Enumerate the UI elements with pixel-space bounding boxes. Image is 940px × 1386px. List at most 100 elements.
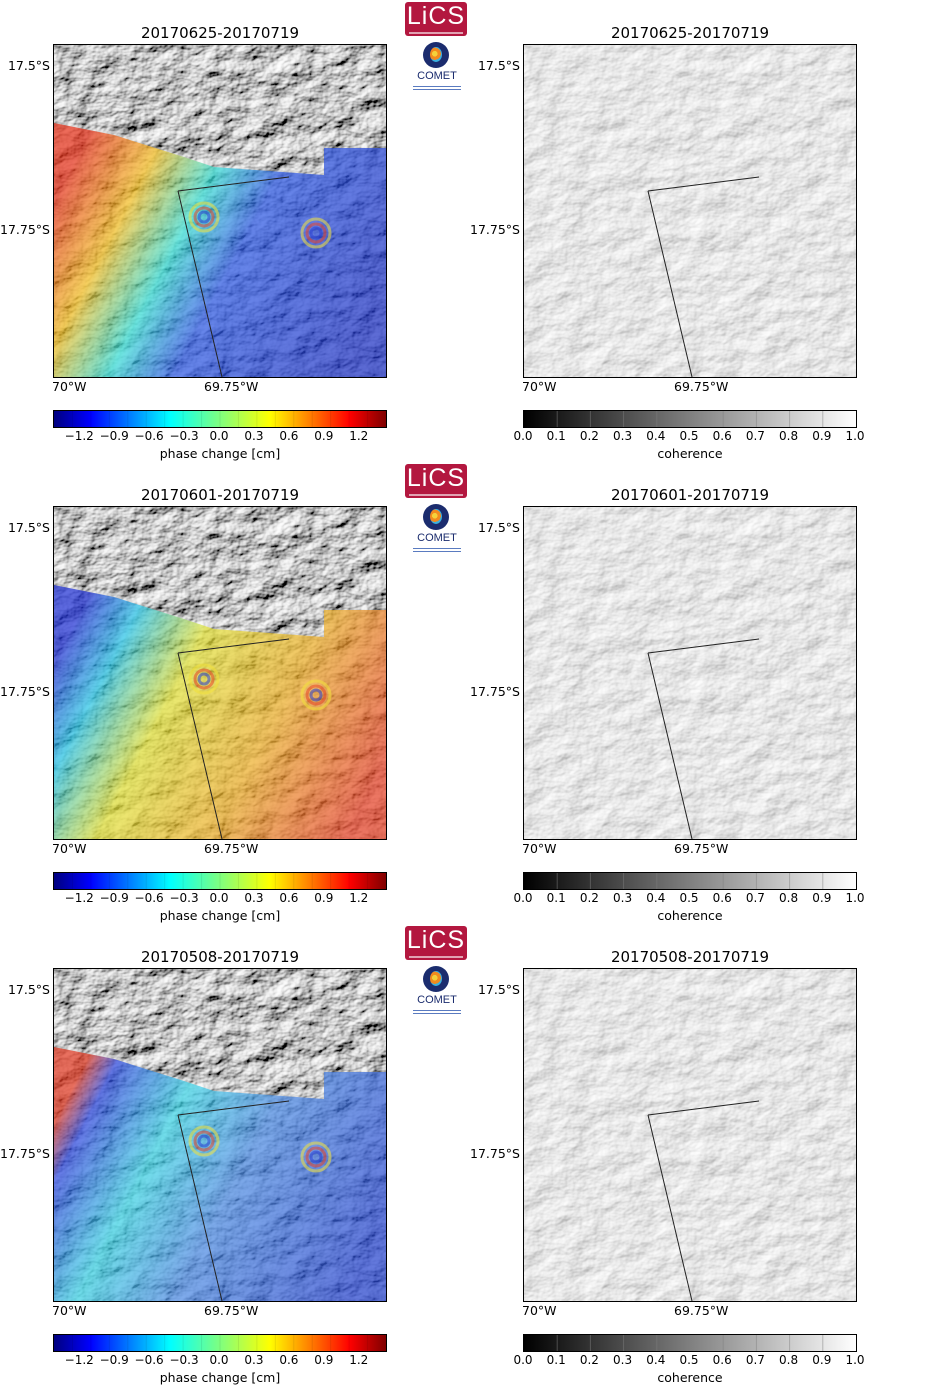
comet-strap [413,1013,461,1014]
lat-label: 17.75°S [470,1146,520,1161]
volcano-fringe [300,679,332,711]
phase-colorbar [53,872,387,890]
phase-overlay [54,123,386,377]
colorbar-tick: 0.6 [712,429,732,443]
colorbar-tick: 0.3 [244,1353,264,1367]
volcano-fringe [193,1130,215,1152]
phase-panel: 20170508-20170719 17.5°S 17.75°S 70°W 69.75°… [0,924,470,1386]
colorbar-tick: 0.3 [613,891,633,905]
coherence-colorbar [523,872,857,890]
comet-strap [413,551,461,552]
colorbar-tick: −1.2 [64,1353,94,1367]
coherence-map [523,44,857,378]
lat-label: 17.75°S [0,1146,50,1161]
phase-map [53,44,387,378]
coherence-map [523,506,857,840]
comet-logo: COMET [409,42,465,96]
colorbar-label: coherence [657,908,723,923]
lat-label: 17.75°S [0,684,50,699]
colorbar-tick: −0.3 [169,891,199,905]
colorbar-tick: 0.3 [244,429,264,443]
colorbar-tick: −0.3 [169,1353,199,1367]
volcano-fringe [309,1150,323,1164]
coherence-panel: 20170601-20170719 17.5°S 17.75°S 70°W 69.75°… [470,462,940,924]
coherence-colorbar [523,1334,857,1352]
lics-logo-text: LiCS [406,464,466,492]
lics-logo-strap [409,494,463,496]
comet-logo-text: COMET [417,532,457,544]
lics-logo: LiCS [405,926,467,960]
lat-label: 17.5°S [477,520,520,535]
lat-label: 17.75°S [470,222,520,237]
colorbar-tick: 0.1 [546,891,566,905]
fault-trace [177,190,223,377]
comet-logo-text: COMET [417,70,457,82]
colorbar-tick: 1.2 [349,891,369,905]
colorbar-tick: 0.9 [314,891,334,905]
shaded-relief [524,45,856,377]
coherence-panel: 20170508-20170719 17.5°S 17.75°S 70°W 69.75°… [470,924,940,1386]
comet-strap [413,89,461,90]
volcano-fringe [188,1125,220,1157]
fault-trace [647,190,693,377]
coherence-map [523,968,857,1302]
colorbar-tick: 0.0 [209,429,229,443]
phase-colorbar [53,410,387,428]
colorbar-tick: 0.1 [546,1353,566,1367]
colorbar-tick: 0.9 [314,1353,334,1367]
lat-label: 17.5°S [477,58,520,73]
fault-trace [647,1100,760,1116]
colorbar-tick: 0.3 [613,429,633,443]
lon-label: 70°W [522,1303,557,1318]
colorbar-tick: 0.7 [745,891,765,905]
colorbar-tick: 0.0 [209,891,229,905]
coherence-colorbar [523,410,857,428]
colorbar-tick: 1.0 [845,891,865,905]
volcano-fringe [197,1134,211,1148]
colorbar-tick: −0.9 [99,429,129,443]
colorbar-tick: 0.8 [779,1353,799,1367]
colorbar-tick: 0.7 [745,429,765,443]
colorbar-tick: 1.2 [349,1353,369,1367]
colorbar-tick: 0.4 [646,429,666,443]
lon-label: 69.75°W [674,1303,729,1318]
lon-label: 70°W [52,841,87,856]
fault-trace [647,638,760,654]
lat-label: 17.5°S [477,982,520,997]
panel-title: 20170508-20170719 [610,948,770,966]
lics-logo: LiCS [405,2,467,36]
lon-label: 69.75°W [674,379,729,394]
volcano-fringe [305,222,327,244]
colorbar-tick: 0.3 [613,1353,633,1367]
fault-trace [177,176,290,192]
colorbar-tick: 0.4 [646,1353,666,1367]
colorbar-tick: 0.8 [779,429,799,443]
comet-strap [413,1010,461,1011]
volcano-fringe [309,226,323,240]
colorbar-tick: 1.0 [845,429,865,443]
lics-logo-text: LiCS [406,926,466,954]
panel-title: 20170625-20170719 [140,24,300,42]
volcano-fringe [300,217,332,249]
shaded-relief [524,969,856,1301]
colorbar-label: coherence [657,1370,723,1385]
colorbar-tick: 0.0 [513,429,533,443]
lon-label: 69.75°W [204,1303,259,1318]
colorbar-tick: 0.0 [513,891,533,905]
lics-logo-strap [409,956,463,958]
volcano-fringe [197,210,211,224]
lat-label: 17.75°S [0,222,50,237]
colorbar-tick: 0.0 [209,1353,229,1367]
panel-title: 20170601-20170719 [610,486,770,504]
volcano-fringe [305,684,327,706]
colorbar-tick: 0.6 [712,1353,732,1367]
volcano-fringe [300,1141,332,1173]
lics-logo: LiCS [405,464,467,498]
colorbar-tick: 0.6 [279,891,299,905]
colorbar-tick: 0.2 [579,1353,599,1367]
colorbar-tick: 0.6 [279,429,299,443]
colorbar-tick: 0.9 [812,891,832,905]
colorbar-tick: 0.9 [314,429,334,443]
comet-logo: COMET [409,504,465,558]
lics-logo-text: LiCS [406,2,466,30]
